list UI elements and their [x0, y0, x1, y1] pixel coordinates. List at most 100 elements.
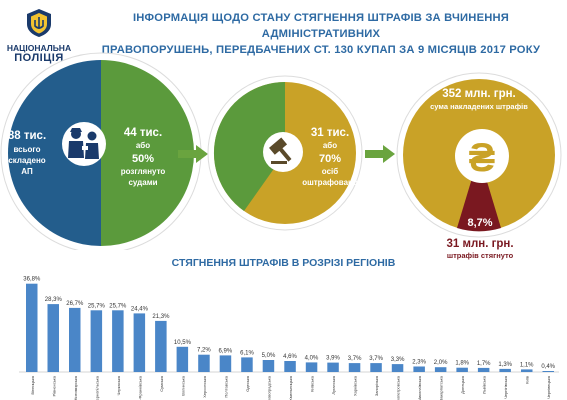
category-label-11: Кіровоградська [267, 375, 272, 400]
category-label-24: Чернівецька [546, 375, 551, 399]
bar-13 [305, 362, 318, 372]
fined-value: 31 тис. [311, 127, 349, 139]
cases-reviewed-line-3: судами [128, 178, 157, 187]
infographic: 88 тис. всього складено АП 44 тис. або 5… [0, 52, 562, 250]
chart-title: СТЯГНЕННЯ ШТРАФІВ В РОЗРІЗІ РЕГІОНІВ [171, 257, 396, 269]
category-label-21: Львівська [482, 375, 487, 394]
bar-value-label-18: 2,3% [412, 360, 426, 366]
category-label-12: Хмельницька [288, 375, 293, 400]
circle-fined: 31 тис. або 70% осіб оштрафовано [207, 75, 363, 231]
category-label-16: Запорізька [374, 375, 379, 396]
bar-value-label-12: 4,6% [283, 354, 297, 360]
cases-reviewed-value: 44 тис. [124, 127, 162, 139]
bar-value-label-6: 21,3% [152, 314, 170, 320]
category-label-3: Тернопільська [94, 375, 99, 400]
cases-total-line-3: АП [21, 167, 33, 176]
cases-total-line-1: всього [13, 145, 40, 154]
logo-line-2: ПОЛІЦІЯ [14, 52, 64, 64]
bar-value-label-9: 6,9% [219, 348, 233, 354]
category-label-17: Дніпропетровська [396, 375, 401, 400]
cases-total-value: 88 тис. [8, 130, 46, 142]
category-label-19: Закарпатська [439, 375, 444, 400]
bar-value-label-19: 2,0% [434, 360, 448, 366]
circle-cases: 88 тис. всього складено АП 44 тис. або 5… [0, 52, 202, 250]
bar-value-label-11: 5,0% [262, 353, 276, 359]
page-title-line-2: ПРАВОПОРУШЕНЬ, ПЕРЕДБАЧЕНИХ СТ. 130 КУПА… [101, 44, 541, 56]
bar-value-label-8: 7,2% [197, 348, 211, 354]
fined-percent: 70% [319, 153, 341, 165]
bar-value-label-4: 25,7% [109, 303, 127, 309]
category-label-22: Чернігівська [503, 375, 508, 399]
category-label-5: Івано-Франківська [137, 375, 142, 400]
bar-value-label-21: 1,7% [477, 361, 491, 367]
hryvnia-symbol: ₴ [469, 136, 496, 180]
fines-total-value: 352 млн. грн. [442, 88, 516, 100]
bar-19 [434, 367, 447, 372]
gavel-icon [263, 132, 303, 172]
bar-18 [413, 366, 425, 372]
bar-24 [542, 371, 554, 372]
bar-value-label-15: 3,7% [348, 356, 362, 362]
circle-fined-slice [213, 81, 285, 211]
bar-3 [90, 310, 103, 372]
bar-value-label-1: 28,3% [45, 297, 63, 303]
bar-value-label-14: 3,9% [326, 356, 340, 362]
cases-reviewed-percent: 50% [132, 153, 154, 165]
bar-16 [370, 363, 382, 372]
bar-5 [133, 313, 146, 372]
police-officers-icon [62, 122, 106, 166]
cases-reviewed-line-2: розглянуто [121, 167, 166, 176]
cases-total-line-2: складено [8, 156, 45, 165]
bar-value-label-10: 6,1% [240, 350, 254, 356]
bar-9 [219, 355, 232, 372]
fined-line-3: оштрафовано [302, 178, 358, 187]
bar-value-label-3: 25,7% [88, 303, 106, 309]
logo-line-1: НАЦІОНАЛЬНА [6, 43, 72, 53]
bar-17 [391, 364, 404, 372]
category-label-4: Черкаська [116, 375, 121, 395]
bar-21 [477, 367, 490, 372]
bar-11 [262, 360, 275, 372]
category-label-20: Донецька [460, 375, 465, 394]
bar-value-label-20: 1,8% [455, 361, 469, 367]
category-label-1: Рівненська [51, 375, 56, 396]
category-label-6: Сумська [159, 375, 164, 392]
bar-22 [499, 368, 511, 372]
category-label-13: Київська [310, 375, 315, 392]
fines-collected-caption: штрафів стягнуто [446, 251, 514, 260]
bar-23 [521, 369, 533, 372]
bar-value-label-24: 0,4% [541, 364, 555, 370]
cases-reviewed-line-1: або [136, 141, 150, 150]
bar-value-label-5: 24,4% [131, 306, 149, 312]
bar-value-label-17: 3,3% [391, 357, 405, 363]
arrow-1-icon [178, 145, 208, 163]
bar-value-label-23: 1,1% [520, 362, 534, 368]
category-label-15: Харківська [353, 375, 358, 396]
category-label-18: Миколаївська [417, 375, 422, 400]
page-title-line-1: ІНФОРМАЦІЯ ЩОДО СТАНУ СТЯГНЕННЯ ШТРАФІВ … [132, 12, 510, 40]
page-title: ІНФОРМАЦІЯ ЩОДО СТАНУ СТЯГНЕННЯ ШТРАФІВ … [86, 10, 556, 58]
bar-8 [198, 354, 210, 372]
bar-value-label-22: 1,3% [498, 362, 512, 368]
hryvnia-icon: ₴ [455, 129, 509, 183]
category-label-0: Вінницька [30, 375, 35, 394]
bar-0 [26, 283, 38, 372]
category-label-10: Одеська [245, 375, 250, 392]
bar-value-label-13: 4,0% [305, 355, 319, 361]
bar-value-label-7: 10,5% [174, 340, 192, 346]
fines-collected-percent: 8,7% [467, 217, 492, 229]
category-label-2: Житомирська [73, 375, 78, 400]
bar-2 [69, 307, 81, 372]
bar-value-label-16: 3,7% [369, 356, 383, 362]
police-logo: НАЦІОНАЛЬНА ПОЛІЦІЯ [4, 8, 74, 64]
circle-fines-collected-slice [457, 155, 501, 232]
bar-20 [456, 367, 468, 372]
category-label-7: Волинська [180, 375, 185, 396]
category-label-8: Херсонська [202, 375, 207, 398]
bar-1 [47, 304, 59, 372]
bar-12 [284, 361, 296, 372]
circle-cases-right-half [101, 60, 194, 246]
category-label-23: Київ [525, 376, 530, 384]
bar-15 [348, 363, 361, 372]
fined-line-2: осіб [322, 167, 338, 176]
